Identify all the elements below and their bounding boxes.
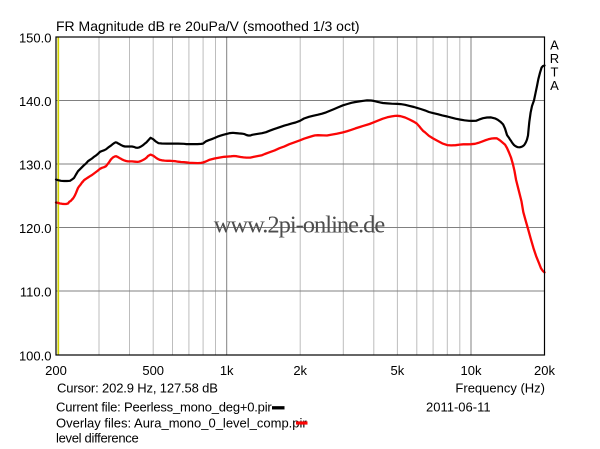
svg-text:2011-06-11: 2011-06-11 xyxy=(426,400,491,415)
svg-text:150.0: 150.0 xyxy=(19,31,52,46)
svg-text:100.0: 100.0 xyxy=(19,349,52,364)
svg-text:10k: 10k xyxy=(461,363,482,378)
svg-text:140.0: 140.0 xyxy=(19,94,52,109)
svg-text:Current file: Peerless_mono_de: Current file: Peerless_mono_deg+0.pir xyxy=(56,400,272,415)
svg-text:Frequency (Hz): Frequency (Hz) xyxy=(455,381,545,396)
svg-text:500: 500 xyxy=(142,363,164,378)
svg-text:200: 200 xyxy=(45,363,67,378)
svg-text:A: A xyxy=(550,78,559,93)
svg-text:110.0: 110.0 xyxy=(20,285,52,300)
svg-text:R: R xyxy=(550,51,559,66)
svg-text:level difference: level difference xyxy=(56,431,138,446)
svg-text:1k: 1k xyxy=(220,363,234,378)
svg-text:A: A xyxy=(550,38,559,53)
svg-text:Cursor: 202.9 Hz, 127.58 dB: Cursor: 202.9 Hz, 127.58 dB xyxy=(57,381,218,396)
svg-text:2k: 2k xyxy=(293,363,307,378)
svg-text:130.0: 130.0 xyxy=(19,158,52,173)
svg-text:20k: 20k xyxy=(534,363,555,378)
svg-text:Overlay files: Aura_mono_0_lev: Overlay files: Aura_mono_0_level_comp.pi… xyxy=(56,416,307,431)
svg-text:120.0: 120.0 xyxy=(19,221,52,236)
svg-text:5k: 5k xyxy=(391,363,405,378)
svg-text:FR Magnitude dB re 20uPa/V (sm: FR Magnitude dB re 20uPa/V (smoothed 1/3… xyxy=(56,18,360,34)
svg-text:www.2pi-online.de: www.2pi-online.de xyxy=(214,212,386,239)
svg-text:T: T xyxy=(551,65,559,80)
